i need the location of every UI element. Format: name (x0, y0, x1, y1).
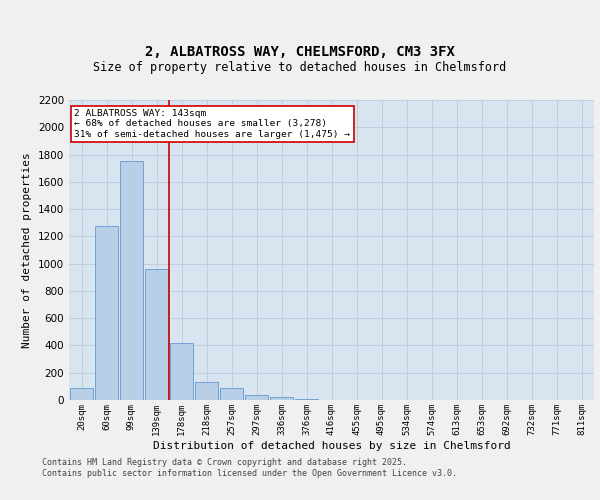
Text: Contains HM Land Registry data © Crown copyright and database right 2025.: Contains HM Land Registry data © Crown c… (42, 458, 407, 467)
Bar (194, 382, 218, 400)
Text: 2, ALBATROSS WAY, CHELMSFORD, CM3 3FX: 2, ALBATROSS WAY, CHELMSFORD, CM3 3FX (145, 46, 455, 60)
Bar (70, 388, 94, 400)
Y-axis label: Number of detached properties: Number of detached properties (22, 152, 32, 348)
Bar (145, 269, 169, 400)
Bar (119, 162, 143, 400)
Text: 2 ALBATROSS WAY: 143sqm
← 68% of detached houses are smaller (3,278)
31% of semi: 2 ALBATROSS WAY: 143sqm ← 68% of detache… (74, 109, 350, 139)
Bar (220, 388, 244, 400)
Text: Size of property relative to detached houses in Chelmsford: Size of property relative to detached ho… (94, 61, 506, 74)
Bar (295, 398, 319, 400)
Bar (95, 226, 118, 400)
Bar (269, 398, 293, 400)
Text: Contains public sector information licensed under the Open Government Licence v3: Contains public sector information licen… (42, 470, 457, 478)
Bar (170, 344, 193, 400)
Bar (245, 395, 268, 400)
X-axis label: Distribution of detached houses by size in Chelmsford: Distribution of detached houses by size … (152, 440, 511, 450)
